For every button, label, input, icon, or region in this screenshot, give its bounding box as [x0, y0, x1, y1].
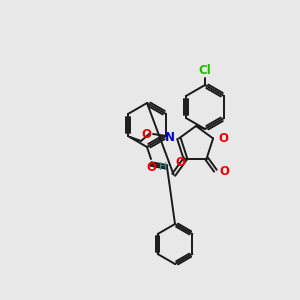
- Text: O: O: [146, 161, 156, 174]
- Text: O: O: [175, 155, 185, 169]
- Text: O: O: [141, 128, 151, 140]
- Text: N: N: [165, 131, 175, 144]
- Text: H: H: [159, 162, 168, 172]
- Text: Cl: Cl: [199, 64, 212, 77]
- Text: O: O: [219, 165, 230, 178]
- Text: O: O: [218, 132, 228, 145]
